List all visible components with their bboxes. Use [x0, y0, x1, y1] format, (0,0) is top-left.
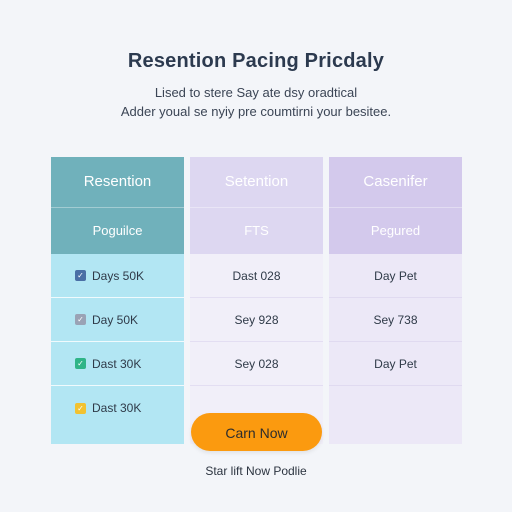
feature-row: Dast 028	[190, 254, 323, 298]
feature-row: ✓ Day 50K	[51, 298, 184, 342]
column-subheader: Pegured	[329, 208, 462, 254]
pricing-column-resention: Resention Poguilce ✓ Days 50K ✓ Day 50K …	[51, 157, 184, 444]
page-title: Resention Pacing Pricdaly	[127, 50, 385, 72]
column-subheader: FTS	[190, 208, 323, 254]
column-subheader: Poguilce	[51, 208, 184, 254]
feature-row: Sey 738	[329, 298, 462, 342]
feature-row: ✓ Dast 30K	[51, 342, 184, 386]
pricing-column-casenifer: Casenifer Pegured Day Pet Sey 738 Day Pe…	[329, 157, 462, 444]
column-header: Casenifer	[329, 157, 462, 208]
feature-row: Sey 928	[190, 298, 323, 342]
check-icon: ✓	[75, 270, 86, 281]
feature-text: Day 50K	[92, 312, 139, 327]
feature-text: Dast 30K	[92, 356, 142, 371]
cta-button[interactable]: Carn Now	[191, 413, 322, 451]
feature-row: Day Pet	[329, 342, 462, 386]
feature-row: Sey 028	[190, 342, 323, 386]
page-subtitle-line2: Adder youal se nyiy pre coumtirni your b…	[120, 104, 392, 119]
pricing-column-setention: Setention FTS Dast 028 Sey 928 Sey 028	[190, 157, 323, 444]
feature-row: ✓ Days 50K	[51, 254, 184, 298]
check-icon: ✓	[75, 402, 86, 414]
column-header: Resention	[51, 157, 184, 208]
feature-row: Day Pet	[329, 254, 462, 298]
feature-row: ✓ Dast 30K	[51, 386, 184, 430]
feature-text: Dast 30K	[92, 401, 142, 415]
page-subtitle-line1: Lised to stere Say ate dsy oradtical	[154, 85, 358, 100]
check-icon: ✓	[75, 314, 86, 325]
feature-text: Days 50K	[92, 268, 145, 283]
footer-link[interactable]: Star lift Now Podlie	[205, 464, 307, 478]
column-header: Setention	[190, 157, 323, 208]
check-icon: ✓	[75, 358, 86, 369]
